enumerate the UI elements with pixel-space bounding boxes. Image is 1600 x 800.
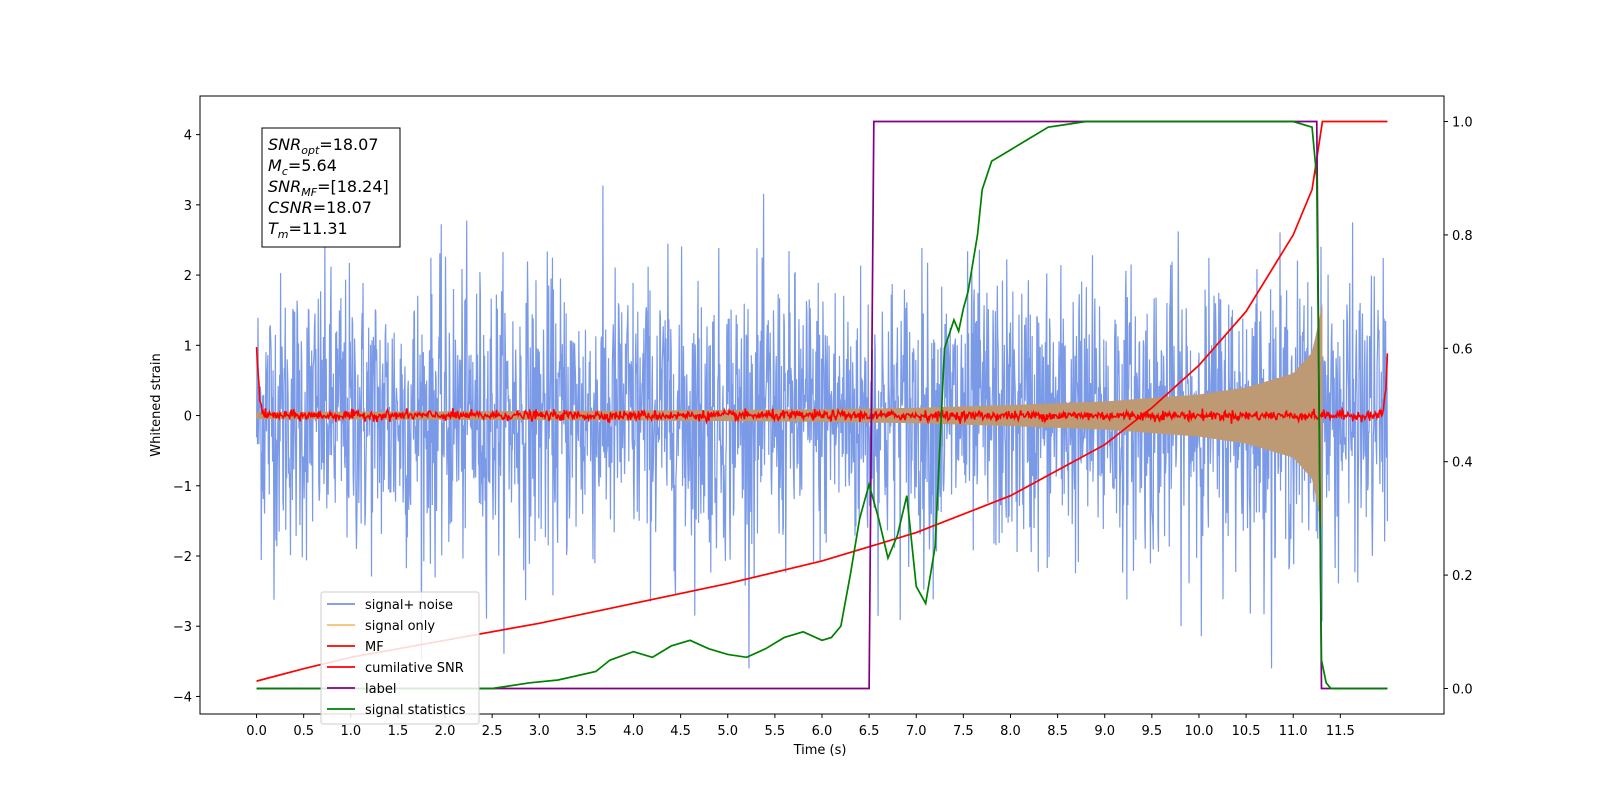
x-tick-label: 3.0: [529, 724, 550, 739]
y2-tick-label: 0.8: [1452, 229, 1473, 244]
x-tick-label: 10.5: [1232, 724, 1261, 739]
y-axis-right: 0.0 0.2 0.4 0.6 0.8 1.0: [1444, 116, 1473, 697]
legend-label: label: [365, 682, 396, 697]
x-tick-label: 11.0: [1279, 724, 1308, 739]
x-tick-label: 5.0: [717, 724, 738, 739]
x-tick-label: 6.0: [812, 724, 833, 739]
y-tick-label: −3: [173, 620, 192, 635]
x-axis-label: Time (s): [793, 743, 847, 758]
x-tick-label: 3.5: [576, 724, 597, 739]
x-tick-label: 4.0: [623, 724, 644, 739]
legend-label: signal+ noise: [365, 598, 453, 613]
annotation-line: Tm=11.31: [268, 219, 348, 241]
x-tick-label: 9.5: [1142, 724, 1163, 739]
y2-tick-label: 0.6: [1452, 342, 1473, 357]
series-signal-statistics: [256, 120, 1388, 690]
y-tick-label: −2: [173, 550, 192, 565]
y-tick-label: 2: [184, 269, 192, 284]
annotation-frame: [261, 127, 401, 248]
annotation-box: SNRopt=18.07Mc=5.64SNRMF=[18.24]CSNR=18.…: [261, 127, 401, 248]
legend-frame: [320, 591, 480, 725]
annotation-line: SNRopt=18.07: [268, 135, 379, 157]
x-tick-label: 10.0: [1184, 724, 1213, 739]
x-tick-label: 9.0: [1094, 724, 1115, 739]
x-tick-label: 5.5: [765, 724, 786, 739]
x-tick-label: 0.0: [246, 724, 267, 739]
x-axis: 0.0 0.5 1.0 1.5 2.0 2.5 3.0 3.5 4.0 4.5 5.0 5.5 6.0 6…: [246, 714, 1355, 739]
y-tick-label: −1: [173, 480, 192, 495]
y-tick-label: 3: [184, 199, 192, 214]
y-tick-label: −4: [173, 690, 192, 705]
x-tick-label: 8.5: [1047, 724, 1068, 739]
y2-tick-label: 1.0: [1452, 116, 1473, 131]
legend: signal+ noise signal only MF cumilative SNR…: [320, 591, 480, 725]
y-tick-label: 0: [184, 410, 192, 425]
x-tick-label: 11.5: [1326, 724, 1355, 739]
y-axis-left: −4 −3 −2 −1 0 1 2 3 4: [173, 129, 200, 705]
legend-label: cumilative SNR: [365, 661, 464, 676]
y2-tick-label: 0.2: [1452, 569, 1473, 584]
x-tick-label: 8.0: [1000, 724, 1021, 739]
annotation-line: CSNR=18.07: [268, 198, 372, 217]
x-tick-label: 7.5: [953, 724, 974, 739]
x-tick-label: 6.5: [859, 724, 880, 739]
y-axis-label: Whitened strain: [149, 353, 164, 456]
x-tick-label: 1.5: [388, 724, 409, 739]
y-tick-label: 1: [184, 339, 192, 354]
x-tick-label: 2.0: [435, 724, 456, 739]
legend-label: signal only: [365, 619, 435, 634]
x-tick-label: 0.5: [293, 724, 314, 739]
x-tick-label: 7.0: [906, 724, 927, 739]
y2-tick-label: 0.4: [1452, 456, 1473, 471]
annotation-line: Mc=5.64: [268, 156, 337, 178]
legend-label: MF: [365, 640, 384, 655]
x-tick-label: 4.5: [670, 724, 691, 739]
y2-tick-label: 0.0: [1452, 682, 1473, 697]
series-mf: [255, 347, 1389, 425]
annotation-line: SNRMF=[18.24]: [268, 177, 389, 199]
x-tick-label: 2.5: [482, 724, 503, 739]
y-tick-label: 4: [184, 129, 192, 144]
x-tick-label: 1.0: [340, 724, 361, 739]
legend-label: signal statistics: [365, 703, 466, 718]
